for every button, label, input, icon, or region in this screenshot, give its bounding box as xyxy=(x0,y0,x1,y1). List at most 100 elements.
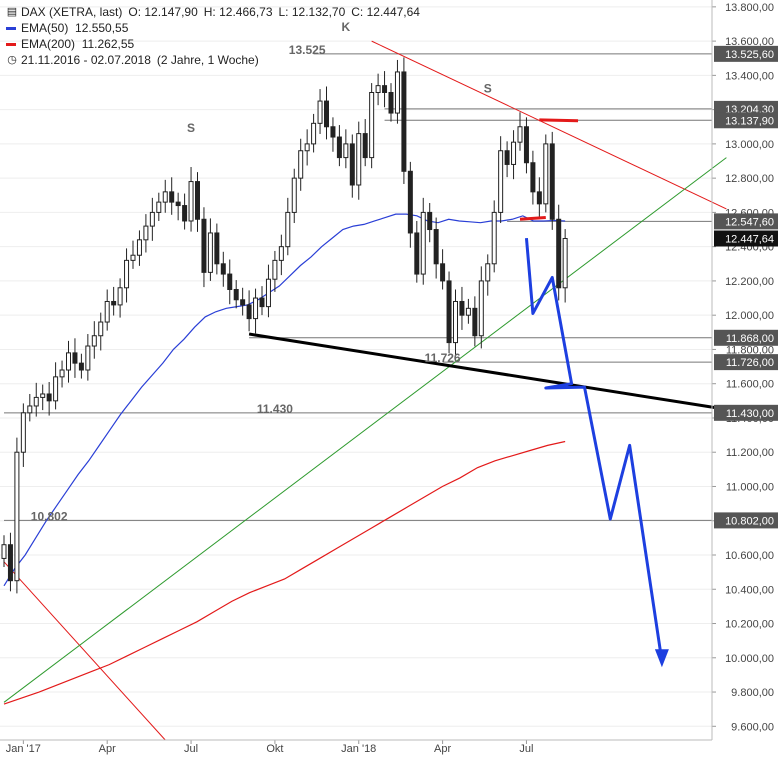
candle-body-up xyxy=(149,211,155,227)
candle xyxy=(330,117,336,152)
y-tick-label: 12.200,00 xyxy=(725,276,774,288)
candle-body-down xyxy=(330,126,336,138)
candle xyxy=(272,250,278,292)
candle xyxy=(124,248,130,303)
candle xyxy=(356,121,362,200)
candle xyxy=(201,207,207,288)
candle-body-up xyxy=(124,259,130,289)
range-duration: (2 Jahre, 1 Woche) xyxy=(156,53,259,67)
candle xyxy=(517,112,523,151)
price-label-text: 11.726,00 xyxy=(726,357,774,369)
candle-body-down xyxy=(195,181,200,220)
candle xyxy=(485,254,491,296)
candle-body-up xyxy=(98,321,104,337)
low-value: 12.132,70 xyxy=(291,5,346,19)
candle xyxy=(207,218,213,281)
legend-ema200-row: EMA(200) 11.262,55 xyxy=(6,36,420,52)
candle xyxy=(285,197,291,256)
y-tick-label: 11.000,00 xyxy=(726,481,774,493)
candle xyxy=(523,117,529,174)
candle xyxy=(530,150,536,205)
open-label: O: xyxy=(128,5,142,19)
y-tick-label: 13.600,00 xyxy=(725,36,774,48)
candle xyxy=(369,83,375,169)
candle xyxy=(543,134,549,213)
candle xyxy=(14,437,20,594)
candle xyxy=(343,129,349,169)
candle xyxy=(169,177,175,215)
price-label-text: 12.547,60 xyxy=(725,216,774,228)
y-tick-label: 11.800,00 xyxy=(726,344,774,356)
candles xyxy=(1,57,568,594)
candle-body-down xyxy=(240,299,246,306)
candle xyxy=(104,289,110,331)
price-label-bg xyxy=(714,112,778,129)
candle-body-up xyxy=(104,300,110,323)
high-label: H: xyxy=(203,5,216,19)
candle xyxy=(388,83,394,122)
candle xyxy=(304,129,310,166)
red-resistance-line xyxy=(371,40,727,210)
candle-body-up xyxy=(491,211,497,265)
candle xyxy=(53,362,59,410)
candle xyxy=(253,288,259,334)
candle-body-up xyxy=(66,352,71,371)
candle-body-up xyxy=(1,544,7,559)
ema200-swatch xyxy=(6,42,16,46)
candle-body-up xyxy=(453,300,458,344)
y-tick-label: 12.000,00 xyxy=(725,310,774,322)
candle xyxy=(420,197,426,285)
chart-annotation: 13.525 xyxy=(289,43,326,57)
candle xyxy=(220,251,226,287)
chart-annotation: 10.802 xyxy=(31,509,68,523)
ema50-swatch xyxy=(6,26,16,30)
candle-body-up xyxy=(27,405,33,414)
candle-body-up xyxy=(562,238,568,289)
candle xyxy=(465,298,471,324)
candle xyxy=(91,321,97,359)
candle xyxy=(156,192,162,221)
candle xyxy=(33,382,39,417)
x-tick-label: Jan '17 xyxy=(6,743,41,755)
red-dash-marker xyxy=(519,216,546,221)
candle xyxy=(136,230,142,266)
legend-price-row: ▤ DAX (XETRA, last) O: 12.147,90 H: 12.4… xyxy=(6,4,420,20)
candle-body-down xyxy=(46,393,52,402)
candle xyxy=(227,259,233,305)
candle xyxy=(182,193,188,230)
candle-body-down xyxy=(175,201,181,207)
candle-body-up xyxy=(304,143,310,152)
candle-body-up xyxy=(356,133,362,186)
candle xyxy=(324,86,329,140)
candle xyxy=(414,220,420,283)
candle xyxy=(498,136,504,224)
red-dash-marker xyxy=(539,118,579,123)
candle-body-down xyxy=(427,211,433,231)
candle-body-down xyxy=(349,143,355,186)
candle-body-up xyxy=(117,287,123,306)
legend-range-row: ◷ 21.11.2016 - 02.07.2018 (2 Jahre, 1 Wo… xyxy=(6,52,420,68)
annotations: 13.525 11.726 11.430 10.802 S K S xyxy=(31,20,492,524)
ema200-value: 11.262,55 xyxy=(81,37,135,51)
candle xyxy=(394,59,400,124)
price-label-text: 11.868,00 xyxy=(726,333,774,345)
instrument-name: DAX (XETRA, last) xyxy=(21,5,123,19)
low-label: L: xyxy=(278,5,289,19)
candle-body-down xyxy=(78,362,84,371)
candle xyxy=(407,161,413,248)
legend-ema50-row: EMA(50) 12.550,55 xyxy=(6,20,420,36)
candle-body-down xyxy=(459,300,465,316)
candle-body-down xyxy=(336,136,342,159)
candle-body-down xyxy=(504,150,510,165)
candle-body-down xyxy=(220,263,226,275)
candle xyxy=(317,89,323,134)
chart-annotation: S xyxy=(484,82,492,96)
candle xyxy=(246,290,252,332)
candle-body-up xyxy=(156,201,162,213)
y-tick-label: 9.800,00 xyxy=(731,687,774,699)
level-price-label: 13.525,60 xyxy=(714,45,778,62)
candle xyxy=(349,134,355,198)
trendlines xyxy=(3,40,727,741)
candle xyxy=(72,338,78,378)
